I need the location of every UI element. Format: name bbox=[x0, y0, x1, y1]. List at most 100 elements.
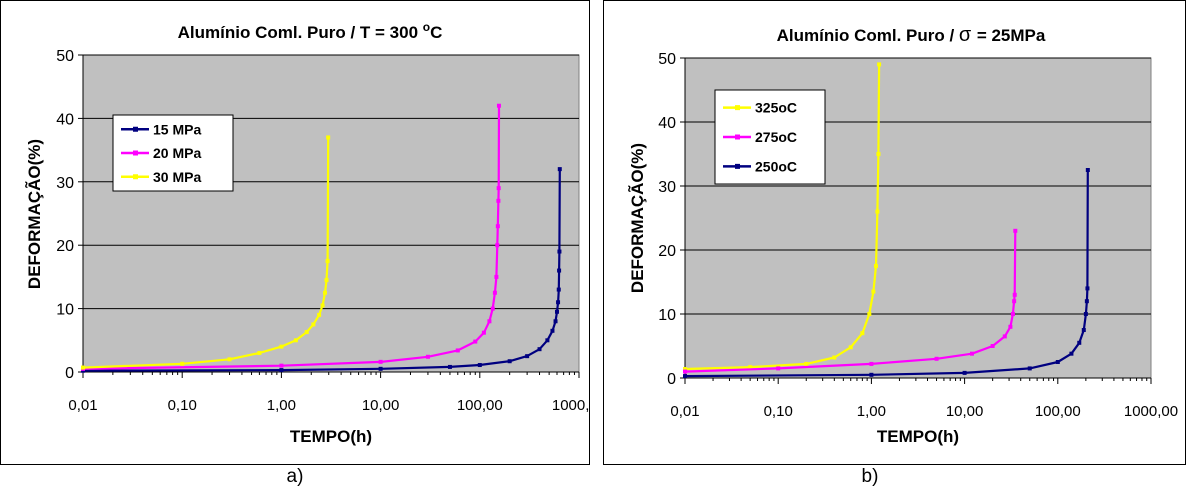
data-point bbox=[1027, 366, 1032, 371]
x-tick-label: 100,00 bbox=[1035, 403, 1081, 420]
data-point bbox=[525, 354, 530, 359]
legend: 15 MPa 20 MPa 30 MPa bbox=[112, 114, 234, 192]
data-point bbox=[1084, 299, 1089, 304]
data-point bbox=[1069, 351, 1074, 356]
y-tick-label: 10 bbox=[56, 302, 74, 319]
data-point bbox=[279, 368, 284, 373]
data-point bbox=[683, 374, 687, 379]
data-point bbox=[776, 366, 781, 371]
x-tick-label: 0,01 bbox=[68, 397, 97, 414]
y-tick-label: 20 bbox=[658, 243, 676, 260]
data-point bbox=[553, 319, 558, 324]
data-point bbox=[279, 344, 284, 349]
legend-marker bbox=[735, 105, 740, 111]
x-tick-label: 0,10 bbox=[168, 397, 197, 414]
legend-marker bbox=[735, 134, 740, 140]
data-point bbox=[683, 367, 687, 372]
data-point bbox=[873, 264, 878, 268]
series-line bbox=[684, 169, 1089, 378]
data-point bbox=[320, 303, 325, 308]
x-tick-label: 0,01 bbox=[670, 403, 699, 420]
data-point bbox=[322, 290, 327, 295]
series-a-1 bbox=[81, 167, 562, 373]
data-point bbox=[554, 309, 559, 314]
y-axis-label: DEFORMAÇÃO(%) bbox=[24, 139, 44, 289]
legend-label: 275oC bbox=[755, 129, 797, 145]
data-point bbox=[455, 348, 460, 353]
data-point bbox=[378, 366, 383, 371]
data-point bbox=[317, 312, 322, 317]
y-tick-label: 0 bbox=[667, 371, 676, 388]
data-point bbox=[1013, 228, 1018, 233]
series-b-2 bbox=[683, 228, 1018, 374]
data-point bbox=[495, 224, 500, 229]
data-point bbox=[447, 364, 452, 369]
legend-marker bbox=[735, 163, 740, 169]
data-point bbox=[494, 274, 499, 279]
x-tick-label: 1,00 bbox=[267, 397, 296, 414]
series-b-3 bbox=[683, 168, 1090, 379]
chart-a: 0 10 20 30 40 50 0,01 0,10 1,00 10,00 100,00 1000,0… bbox=[0, 0, 606, 465]
series-line bbox=[684, 64, 881, 371]
x-tick-label: 10,00 bbox=[362, 397, 400, 414]
caption-b: b) bbox=[861, 466, 879, 487]
data-point bbox=[293, 338, 298, 343]
y-tick-label: 0 bbox=[65, 365, 74, 382]
chart-title: Alumínio Coml. Puro / T = 300 oC bbox=[178, 20, 443, 42]
data-point bbox=[990, 344, 995, 348]
data-point bbox=[962, 370, 967, 375]
data-point bbox=[545, 338, 550, 343]
y-tick-label: 50 bbox=[56, 48, 74, 65]
x-tick-label: 100,00 bbox=[457, 397, 503, 414]
data-point bbox=[496, 186, 501, 191]
series-line bbox=[82, 137, 330, 369]
data-point bbox=[557, 167, 562, 172]
data-point bbox=[683, 369, 687, 374]
legend: 325oC 275oC 250oC bbox=[714, 89, 826, 185]
data-point bbox=[1008, 324, 1013, 329]
data-point bbox=[1081, 328, 1086, 332]
data-point bbox=[257, 350, 262, 355]
legend-label: 15 MPa bbox=[153, 121, 201, 137]
data-point bbox=[550, 328, 555, 333]
chart-a-panel: 0 10 20 30 40 50 0,01 0,10 1,00 10,00 100,00 1000,0… bbox=[0, 0, 606, 465]
data-point bbox=[877, 62, 882, 67]
legend-marker bbox=[133, 174, 138, 180]
caption-a: a) bbox=[286, 466, 304, 487]
data-point bbox=[496, 103, 501, 108]
data-point bbox=[304, 330, 309, 335]
data-point bbox=[81, 365, 85, 370]
legend-label: 325oC bbox=[755, 100, 797, 116]
data-point bbox=[556, 300, 561, 305]
data-point bbox=[556, 287, 561, 292]
x-tick-label: 1000,00 bbox=[1124, 403, 1178, 420]
x-axis-label: TEMPO(h) bbox=[290, 427, 372, 446]
chart-b-panel: 0 10 20 30 40 50 0,01 0,10 1,00 10,00 100,00 1000,0… bbox=[603, 0, 1186, 465]
series-b-1 bbox=[683, 62, 882, 372]
data-point bbox=[1085, 168, 1090, 172]
x-tick-label: 1000,00 bbox=[552, 397, 590, 414]
data-point bbox=[557, 249, 562, 254]
data-point bbox=[481, 330, 486, 335]
data-point bbox=[869, 361, 874, 366]
data-point bbox=[557, 268, 562, 273]
data-point bbox=[507, 359, 512, 364]
data-point bbox=[180, 361, 185, 366]
data-point bbox=[969, 351, 974, 356]
y-tick-label: 50 bbox=[658, 51, 676, 68]
data-point bbox=[1012, 292, 1017, 297]
data-point bbox=[324, 278, 329, 283]
x-tick-label: 10,00 bbox=[946, 403, 984, 420]
data-point bbox=[876, 152, 881, 156]
data-point bbox=[832, 355, 837, 360]
data-point bbox=[492, 290, 497, 295]
y-tick-label: 30 bbox=[658, 179, 676, 196]
y-tick-label: 40 bbox=[658, 115, 676, 132]
data-point bbox=[425, 354, 430, 359]
legend-label: 30 MPa bbox=[153, 169, 201, 185]
data-point bbox=[871, 289, 876, 294]
data-point bbox=[477, 363, 482, 368]
data-point bbox=[325, 259, 330, 264]
plot-area bbox=[82, 54, 580, 373]
data-point bbox=[804, 361, 809, 366]
